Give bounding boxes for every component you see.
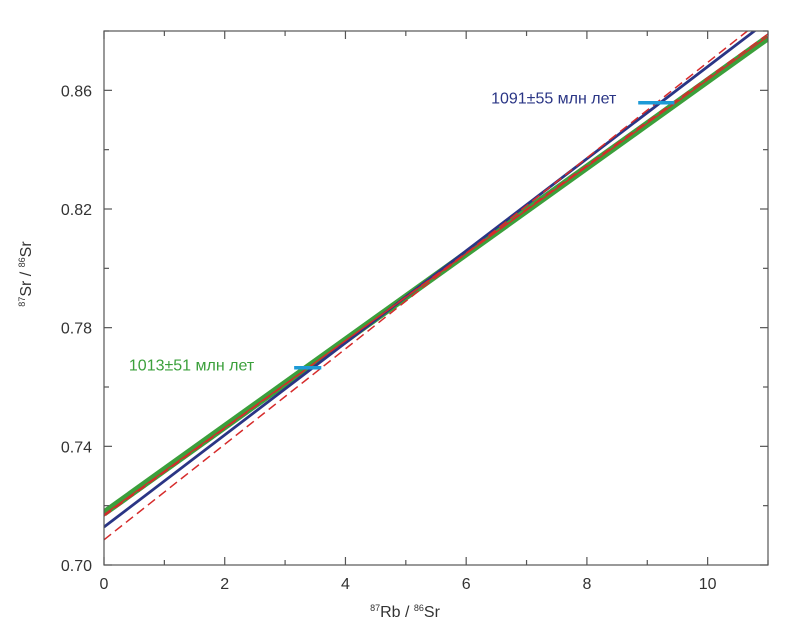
x-axis-title: 87Rb / 86Sr [370, 603, 441, 621]
y-axis-title-sup1: 87 [17, 297, 27, 307]
y-axis-title-tail: Sr [18, 241, 35, 258]
y-axis-ticks: 0.70 0.74 0.78 0.82 0.86 [61, 30, 768, 575]
x-axis-title-main: Rb / [380, 604, 414, 621]
plot-frame [103, 30, 769, 566]
age-annotation-1: 1013±51 млн лет [129, 358, 255, 375]
x-tick-label: 8 [582, 576, 591, 593]
x-tick-label: 0 [100, 576, 109, 593]
series-layer [104, 31, 768, 541]
x-axis-title-sup1: 87 [370, 603, 380, 613]
x-axis-title-tail: Sr [424, 604, 441, 621]
y-axis-title: 87Sr / 86Sr [17, 241, 35, 307]
series-line-1 [104, 31, 757, 529]
y-tick-label: 0.86 [61, 83, 92, 100]
y-tick-label: 0.82 [61, 202, 92, 219]
x-axis-ticks: 0 2 4 6 8 10 [100, 31, 769, 593]
x-tick-label: 4 [341, 576, 350, 593]
x-tick-label: 10 [699, 576, 717, 593]
series-line-4 [104, 35, 768, 516]
x-axis-title-sup2: 86 [414, 603, 424, 613]
annotation-layer: 1091±55 млн лет 1013±51 млн лет [129, 91, 617, 375]
x-tick-label: 6 [462, 576, 471, 593]
x-tick-label: 2 [220, 576, 229, 593]
y-axis-title-main: Sr / [18, 267, 35, 296]
marker-layer [294, 101, 675, 370]
y-tick-label: 0.78 [61, 321, 92, 338]
y-tick-label: 0.74 [61, 439, 92, 456]
age-annotation-0: 1091±55 млн лет [491, 91, 617, 108]
y-tick-label: 0.70 [61, 558, 92, 575]
y-axis-title-sup2: 86 [17, 257, 27, 267]
